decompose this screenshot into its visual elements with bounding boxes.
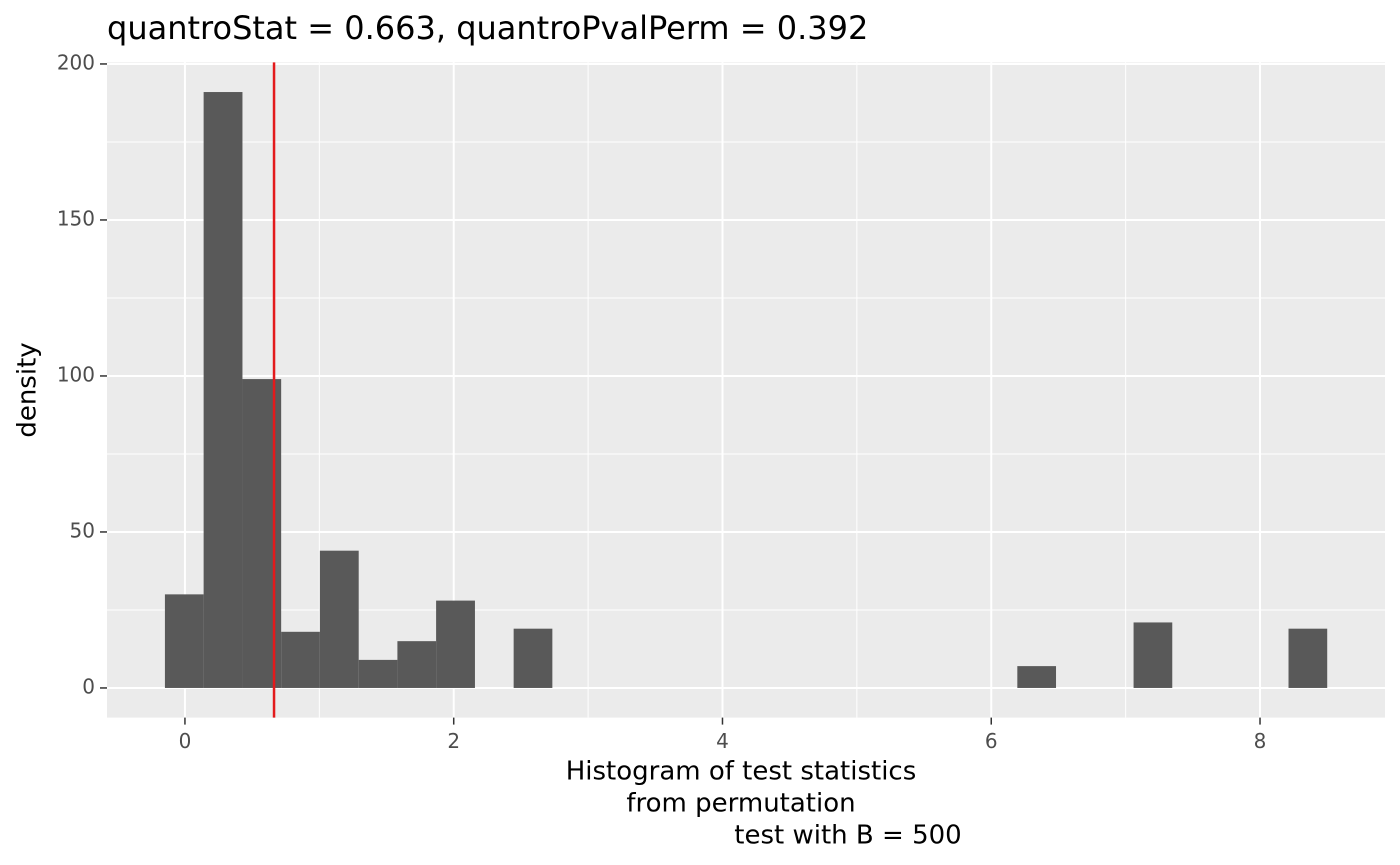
- x-tick-label: 4: [716, 729, 729, 753]
- bar: [1133, 622, 1173, 688]
- bar: [397, 641, 437, 688]
- bar: [319, 550, 359, 688]
- y-tick-label: 50: [70, 518, 95, 542]
- bar: [358, 659, 398, 688]
- x-axis-label: test with B = 500: [734, 821, 961, 851]
- y-tick-label: 200: [57, 50, 95, 74]
- y-tick-label: 100: [57, 362, 95, 386]
- bar: [513, 628, 553, 688]
- y-tick-label: 150: [57, 206, 95, 230]
- x-axis-label: from permutation: [626, 789, 855, 819]
- x-tick-label: 0: [179, 729, 192, 753]
- y-tick-label: 0: [82, 674, 95, 698]
- bar: [164, 594, 204, 688]
- bar: [1017, 666, 1057, 688]
- bar: [1288, 628, 1328, 688]
- x-axis-label: Histogram of test statistics: [566, 757, 917, 787]
- chart-title: quantroStat = 0.663, quantroPvalPerm = 0…: [107, 9, 868, 47]
- x-tick-label: 2: [447, 729, 460, 753]
- x-tick-label: 8: [1254, 729, 1267, 753]
- bar: [436, 600, 475, 688]
- panel: [107, 62, 1385, 718]
- bar: [203, 92, 243, 688]
- bar: [281, 631, 320, 688]
- y-axis-label: density: [13, 342, 43, 437]
- bar: [242, 379, 282, 688]
- x-tick-label: 6: [985, 729, 998, 753]
